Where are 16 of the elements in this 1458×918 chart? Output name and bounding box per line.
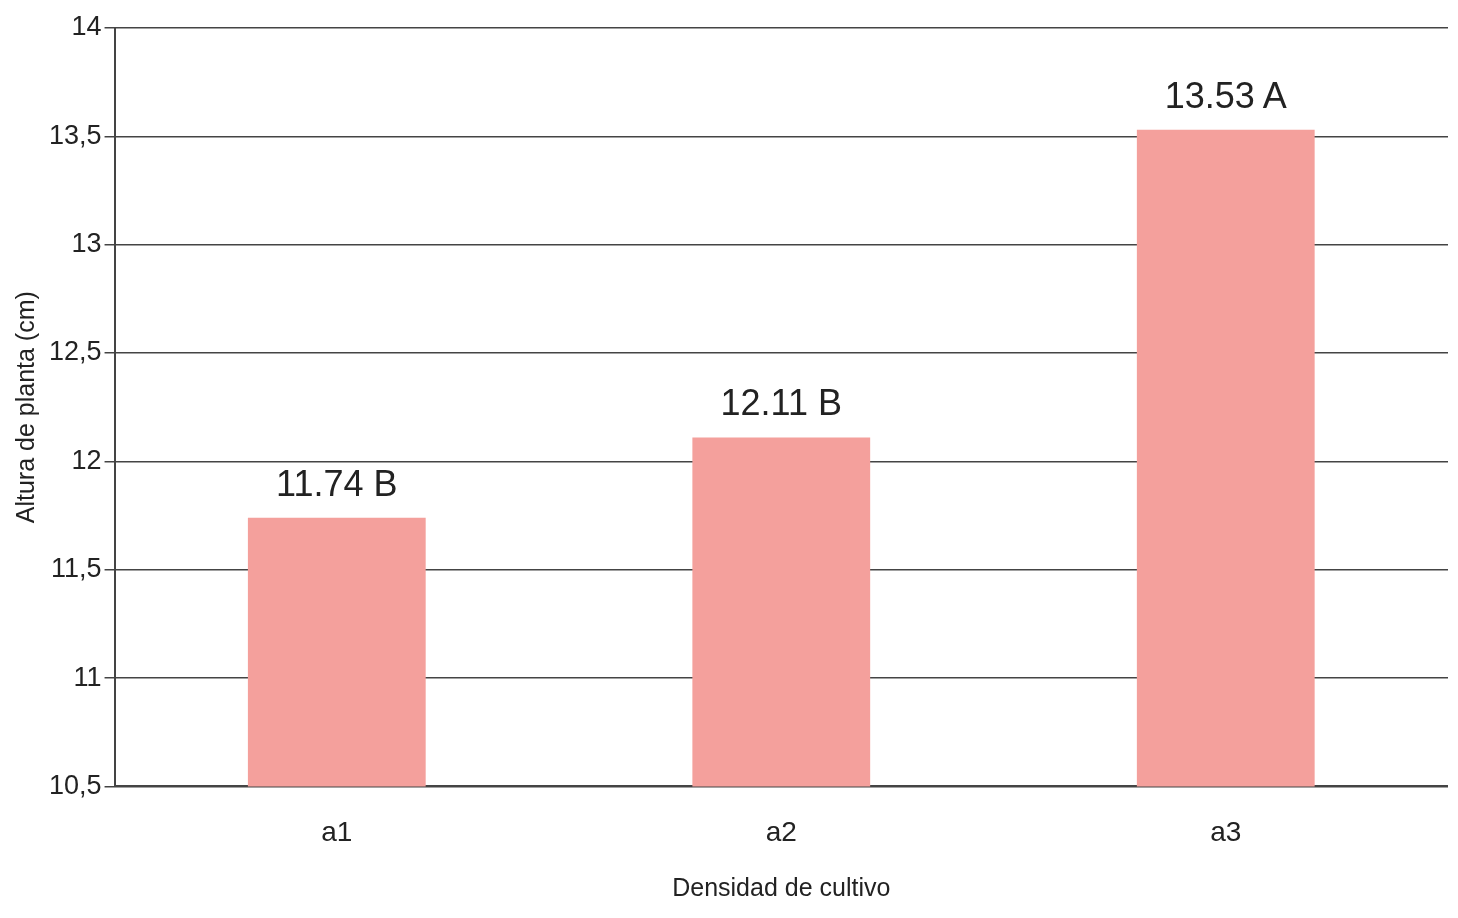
x-tick-label: a3	[1210, 815, 1242, 847]
x-axis-title: Densidad de cultivo	[672, 872, 891, 901]
data-label: 12.11 B	[720, 382, 842, 424]
y-tick-label: 11,5	[51, 553, 102, 584]
y-tick-label: 11	[73, 661, 102, 692]
data-label: 13.53 A	[1164, 74, 1287, 116]
y-tick-label: 12	[71, 444, 102, 475]
y-tick-label: 10,5	[48, 769, 102, 800]
x-tick-label: a2	[765, 815, 797, 847]
x-tick-label: a1	[321, 815, 353, 847]
y-tick-label: 13	[71, 228, 102, 259]
y-tick-label: 12,5	[48, 336, 102, 367]
y-tick-label: 14	[71, 11, 102, 42]
y-tick-label: 13,5	[48, 119, 102, 150]
data-label: 11.74 B	[276, 462, 398, 504]
y-axis-title: Altura de planta (cm)	[10, 291, 39, 524]
